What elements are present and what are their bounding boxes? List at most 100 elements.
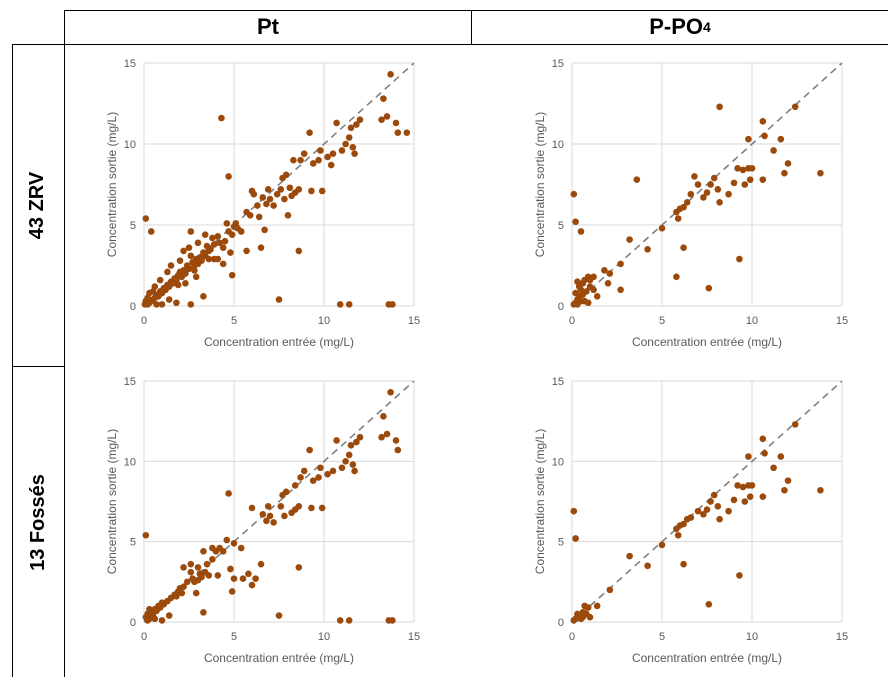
data-point	[290, 156, 297, 164]
data-point	[257, 244, 265, 251]
data-point	[165, 296, 173, 303]
data-point	[586, 613, 594, 621]
data-point	[707, 181, 714, 188]
data-point	[165, 612, 173, 619]
data-point	[201, 231, 209, 239]
data-point	[680, 560, 687, 568]
data-point	[714, 503, 722, 510]
data-point	[266, 512, 274, 520]
data-point	[387, 71, 394, 78]
data-point	[583, 288, 590, 295]
data-point	[223, 536, 231, 544]
data-point	[329, 467, 337, 475]
y-tick-label: 15	[552, 58, 564, 70]
data-point	[392, 437, 400, 444]
column-header-p-po4: P-PO 4	[649, 14, 711, 39]
data-point	[570, 507, 578, 515]
data-point	[257, 560, 265, 568]
data-point	[227, 249, 234, 256]
data-point	[745, 453, 752, 460]
data-point	[710, 174, 718, 182]
table-border-inner-left	[64, 10, 65, 677]
data-point	[691, 173, 698, 180]
data-point	[345, 134, 353, 141]
data-point	[577, 228, 585, 235]
x-tick-label: 15	[408, 315, 420, 327]
scatter-svg: 0 5 10 15 0 5 10 15 Concentration entrée (mg/L) C…	[105, 376, 420, 665]
y-tick-label: 0	[130, 617, 136, 629]
data-point	[158, 617, 166, 624]
data-point	[741, 181, 749, 188]
x-tick-label: 5	[659, 631, 665, 643]
data-point	[192, 273, 200, 281]
scatter-svg: 0 5 10 15 0 5 10 15 Concentration entrée (mg/L) C…	[533, 58, 848, 349]
data-point	[174, 281, 182, 289]
data-point	[770, 147, 777, 154]
data-point	[209, 234, 216, 242]
data-point	[570, 190, 578, 198]
data-point	[687, 190, 695, 198]
table-border-col-divider	[471, 10, 472, 44]
data-point	[248, 504, 256, 512]
data-point	[336, 301, 344, 308]
data-point	[232, 220, 240, 227]
data-point	[187, 568, 195, 576]
data-point	[590, 273, 597, 281]
data-point	[144, 610, 151, 618]
data-point	[255, 213, 263, 221]
data-point	[345, 617, 353, 624]
data-point	[725, 507, 732, 515]
data-point	[777, 453, 785, 460]
data-point	[703, 506, 711, 513]
data-point	[736, 255, 743, 263]
x-tick-label: 0	[141, 315, 147, 327]
data-point	[345, 451, 353, 459]
data-point	[606, 586, 614, 594]
y-tick-label: 5	[558, 220, 564, 232]
y-tick-label: 5	[130, 537, 136, 549]
x-tick-label: 15	[408, 631, 420, 643]
data-point	[221, 237, 229, 245]
y-tick-label: 0	[558, 617, 564, 629]
table-border-row-divider	[12, 366, 64, 367]
data-point	[306, 129, 313, 136]
data-point	[141, 301, 149, 308]
data-point	[203, 242, 211, 250]
reference-line-1-1	[571, 62, 843, 307]
x-axis-label: Concentration entrée (mg/L)	[204, 335, 354, 349]
data-point	[730, 179, 738, 187]
data-point	[716, 103, 723, 111]
y-tick-label: 15	[552, 376, 564, 388]
y-tick-label: 15	[124, 58, 136, 70]
data-point	[570, 617, 578, 624]
data-point	[200, 292, 207, 300]
data-point	[380, 413, 387, 420]
reference-line-1-1	[571, 380, 843, 623]
data-point	[336, 617, 344, 624]
y-axis-label: Concentration sortie (mg/L)	[533, 429, 547, 574]
data-point	[200, 249, 207, 256]
data-point	[673, 525, 680, 533]
data-point	[228, 588, 236, 595]
data-point	[277, 503, 285, 510]
data-point	[266, 195, 274, 203]
data-point	[347, 441, 355, 449]
data-point	[329, 150, 337, 158]
data-point	[700, 194, 707, 201]
data-point	[389, 301, 396, 308]
data-point	[342, 140, 349, 148]
data-point	[200, 548, 207, 555]
data-point	[286, 184, 294, 192]
data-point	[658, 541, 666, 549]
data-point	[383, 430, 391, 438]
subscript-4: 4	[703, 19, 711, 35]
data-point	[349, 143, 357, 151]
data-point	[716, 199, 723, 206]
data-point	[746, 176, 754, 183]
data-point	[261, 226, 268, 234]
data-point	[593, 602, 601, 610]
data-point	[209, 556, 216, 563]
data-point	[574, 278, 581, 285]
data-point	[617, 286, 624, 294]
data-point	[180, 564, 187, 571]
